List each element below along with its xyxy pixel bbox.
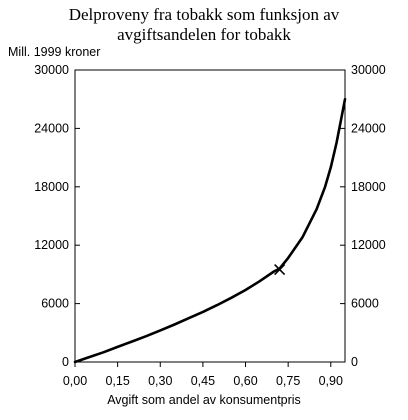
x-tick-label: 0,75 — [276, 374, 300, 388]
x-tick-label: 0,00 — [63, 374, 87, 388]
x-tick-label: 0,45 — [191, 374, 215, 388]
marker-x-stroke-2 — [274, 263, 286, 276]
y-tick-label-left: 12000 — [34, 238, 69, 252]
x-tick-label: 0,60 — [233, 374, 257, 388]
y-tick-label-right: 18000 — [351, 180, 386, 194]
y-tick-label-left: 6000 — [41, 297, 69, 311]
plot-area: 0 0 6000 6000 12000 12000 18000 18000 24000 24000… — [34, 63, 386, 388]
x-axis-label: Avgift som andel av konsumentpris — [107, 393, 301, 407]
y-axis-label: Mill. 1999 kroner — [8, 45, 100, 59]
y-tick-label-right: 30000 — [351, 63, 386, 77]
x-tick-label: 0,90 — [319, 374, 343, 388]
chart-title-line-1: Delproveny fra tobakk som funksjon av — [69, 5, 340, 24]
revenue-curve — [73, 97, 347, 364]
x-tick-label: 0,15 — [105, 374, 129, 388]
y-tick-label-right: 12000 — [351, 238, 386, 252]
y-tick-label-left: 18000 — [34, 180, 69, 194]
y-tick-label-left: 0 — [62, 355, 69, 369]
y-tick-label-right: 24000 — [351, 121, 386, 135]
y-tick-label-right: 6000 — [351, 297, 379, 311]
plot-frame — [74, 69, 346, 363]
y-tick-label-left: 30000 — [34, 63, 69, 77]
chart-title-line-2: avgiftsandelen for tobakk — [117, 25, 291, 44]
y-tick-label-right: 0 — [351, 355, 358, 369]
y-tick-label-left: 24000 — [34, 121, 69, 135]
x-tick-label: 0,30 — [148, 374, 172, 388]
